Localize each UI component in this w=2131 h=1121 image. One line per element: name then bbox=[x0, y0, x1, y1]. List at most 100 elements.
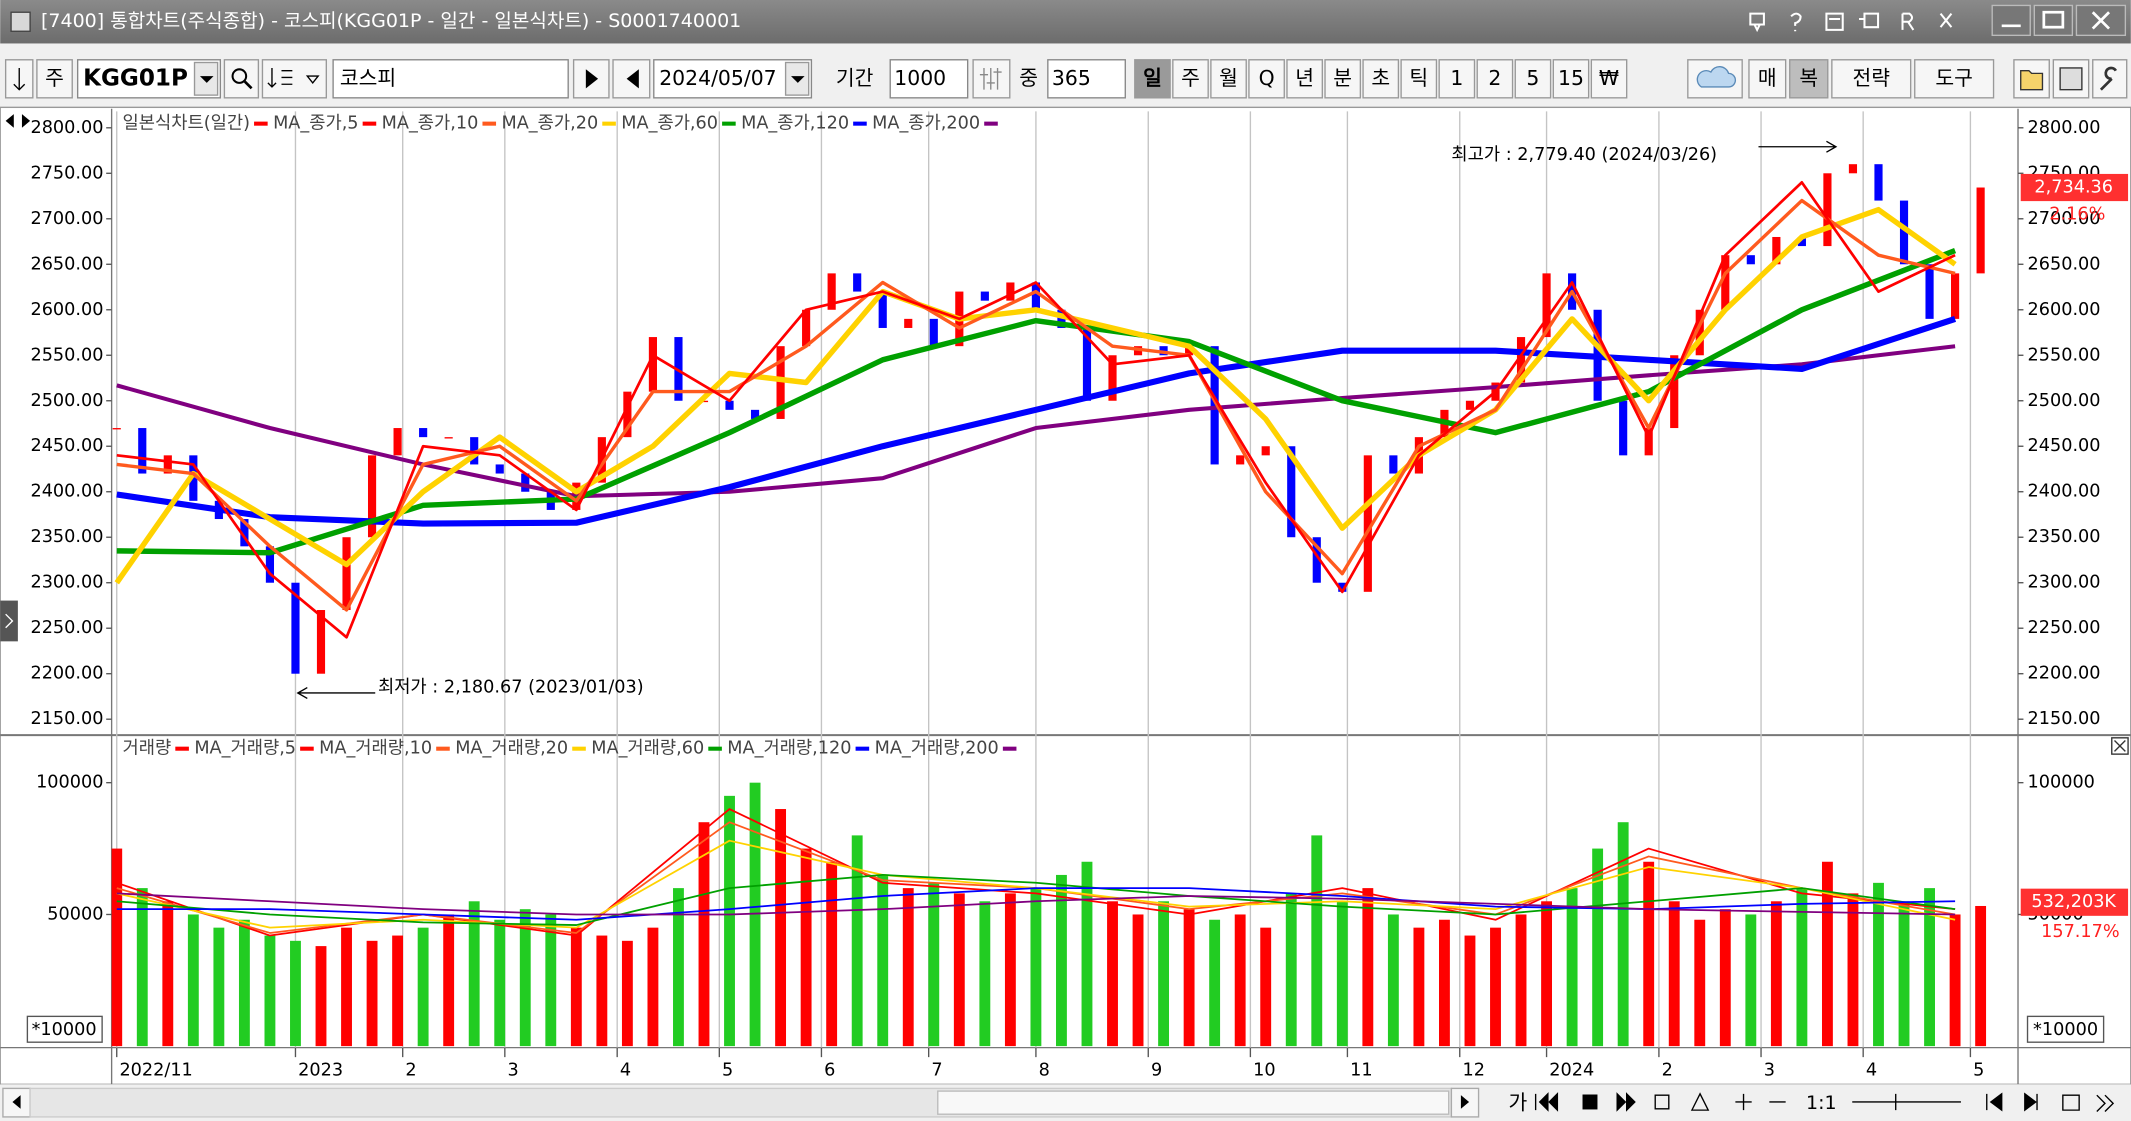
volume-bar bbox=[621, 940, 633, 1047]
candle bbox=[904, 318, 913, 328]
candle bbox=[1185, 346, 1194, 356]
volume-bar bbox=[570, 927, 582, 1047]
volume-bar bbox=[800, 848, 812, 1047]
volume-bar bbox=[1311, 835, 1323, 1047]
y-tick-label: 2400.00 bbox=[30, 482, 103, 502]
nav-icons[interactable] bbox=[1534, 1092, 2115, 1112]
candle bbox=[521, 473, 530, 492]
candle bbox=[240, 519, 249, 547]
candle bbox=[316, 610, 326, 674]
volume-bar bbox=[1107, 901, 1118, 1047]
volume-bar bbox=[468, 901, 480, 1047]
volume-bar bbox=[1030, 888, 1042, 1047]
count-label: 중 bbox=[1019, 66, 1038, 90]
scroll-right-icon bbox=[1460, 1095, 1470, 1109]
save-icon bbox=[2059, 67, 2083, 91]
tool-button[interactable] bbox=[1914, 59, 1995, 99]
count-input[interactable] bbox=[1047, 59, 1126, 99]
x-tick-label: 5 bbox=[1973, 1061, 1984, 1081]
legend-label: MA_종가,200 bbox=[872, 113, 980, 134]
volume-bar bbox=[1004, 893, 1016, 1047]
period-button[interactable] bbox=[1552, 59, 1590, 99]
ma-line bbox=[114, 206, 1957, 585]
volume-bar bbox=[775, 809, 787, 1047]
prev-icon bbox=[626, 69, 639, 89]
volume-bar bbox=[826, 861, 838, 1047]
zoom-label: 1:1 bbox=[1806, 1092, 1837, 1114]
period-button[interactable] bbox=[1172, 59, 1209, 99]
last-price-box bbox=[2020, 173, 2129, 202]
type-button[interactable] bbox=[36, 59, 73, 99]
search-icon bbox=[231, 68, 248, 84]
y-tick-label: 2250.00 bbox=[2028, 618, 2101, 638]
period-button-label: 5 bbox=[1526, 66, 1539, 90]
maximize-button[interactable] bbox=[2033, 4, 2074, 37]
period-button[interactable] bbox=[1476, 59, 1514, 99]
y-tick-label: 2600.00 bbox=[30, 300, 103, 320]
volume-bar bbox=[851, 835, 863, 1047]
period-button[interactable] bbox=[1514, 59, 1552, 99]
period-button[interactable] bbox=[1134, 59, 1171, 99]
tool-button[interactable] bbox=[1831, 59, 1912, 99]
volume-bar bbox=[1719, 909, 1731, 1047]
dropdown-icon bbox=[199, 76, 214, 83]
legend-label: MA_종가,5 bbox=[273, 113, 358, 134]
candle bbox=[827, 273, 836, 310]
name-input[interactable] bbox=[332, 59, 569, 99]
candle bbox=[1695, 309, 1704, 356]
period-button-label: ₩ bbox=[1599, 66, 1619, 90]
volume-bar bbox=[877, 874, 889, 1047]
period-button-label: 초 bbox=[1371, 66, 1390, 90]
period-input[interactable] bbox=[889, 59, 969, 99]
candle bbox=[495, 464, 504, 474]
period-button-label: 2 bbox=[1488, 66, 1501, 90]
search-button[interactable] bbox=[223, 59, 260, 99]
candle bbox=[393, 428, 402, 456]
candle bbox=[699, 400, 709, 403]
x-tick-label: 3 bbox=[1764, 1061, 1775, 1081]
candle bbox=[1542, 273, 1551, 338]
x-tick-label: 2022/11 bbox=[119, 1061, 192, 1081]
volume-bar bbox=[1081, 861, 1093, 1047]
period-button[interactable] bbox=[1286, 59, 1323, 99]
period-button[interactable] bbox=[1438, 59, 1476, 99]
volume-bar bbox=[1285, 893, 1297, 1047]
volume-bar bbox=[392, 935, 404, 1047]
period-button[interactable] bbox=[1324, 59, 1362, 99]
y-tick-label: 2550.00 bbox=[30, 345, 103, 365]
period-button[interactable] bbox=[1590, 59, 1628, 99]
sort-icon bbox=[13, 67, 26, 91]
candle bbox=[1465, 400, 1475, 410]
period-button[interactable] bbox=[1362, 59, 1400, 99]
volume-bar bbox=[1234, 914, 1246, 1047]
scroll-arrows[interactable] bbox=[5, 114, 31, 128]
list-icon bbox=[267, 67, 320, 88]
ma-line bbox=[116, 874, 1956, 926]
x-tick-label: 2024 bbox=[1549, 1061, 1594, 1081]
volume-bar bbox=[596, 935, 608, 1047]
period-label: 기간 bbox=[836, 66, 874, 90]
side-tab[interactable] bbox=[0, 600, 18, 642]
minimize-button[interactable] bbox=[1991, 4, 2031, 37]
unit-box bbox=[2026, 1015, 2105, 1043]
volume-bar bbox=[953, 893, 965, 1047]
period-button-label: 일 bbox=[1143, 66, 1162, 90]
volume-bar bbox=[724, 795, 735, 1047]
tool-button[interactable] bbox=[1789, 59, 1829, 99]
period-button[interactable] bbox=[1400, 59, 1438, 99]
tool-button[interactable] bbox=[1748, 59, 1787, 99]
candle bbox=[1389, 455, 1398, 474]
candle bbox=[265, 546, 275, 583]
y-tick-label: 2650.00 bbox=[30, 254, 103, 274]
ma-line bbox=[116, 180, 1956, 639]
x-tick-label: 4 bbox=[620, 1061, 631, 1081]
period-button[interactable] bbox=[1210, 59, 1247, 99]
candle bbox=[1848, 164, 1858, 174]
scroll-thumb[interactable] bbox=[937, 1090, 1450, 1115]
period-button[interactable] bbox=[1248, 59, 1285, 99]
legend-label: 거래량 bbox=[123, 738, 172, 759]
y-tick-label: 2300.00 bbox=[2028, 573, 2101, 593]
volume-bar bbox=[443, 914, 455, 1047]
volume-bar bbox=[1515, 914, 1527, 1047]
legend-label: MA_거래량,200 bbox=[875, 738, 999, 759]
